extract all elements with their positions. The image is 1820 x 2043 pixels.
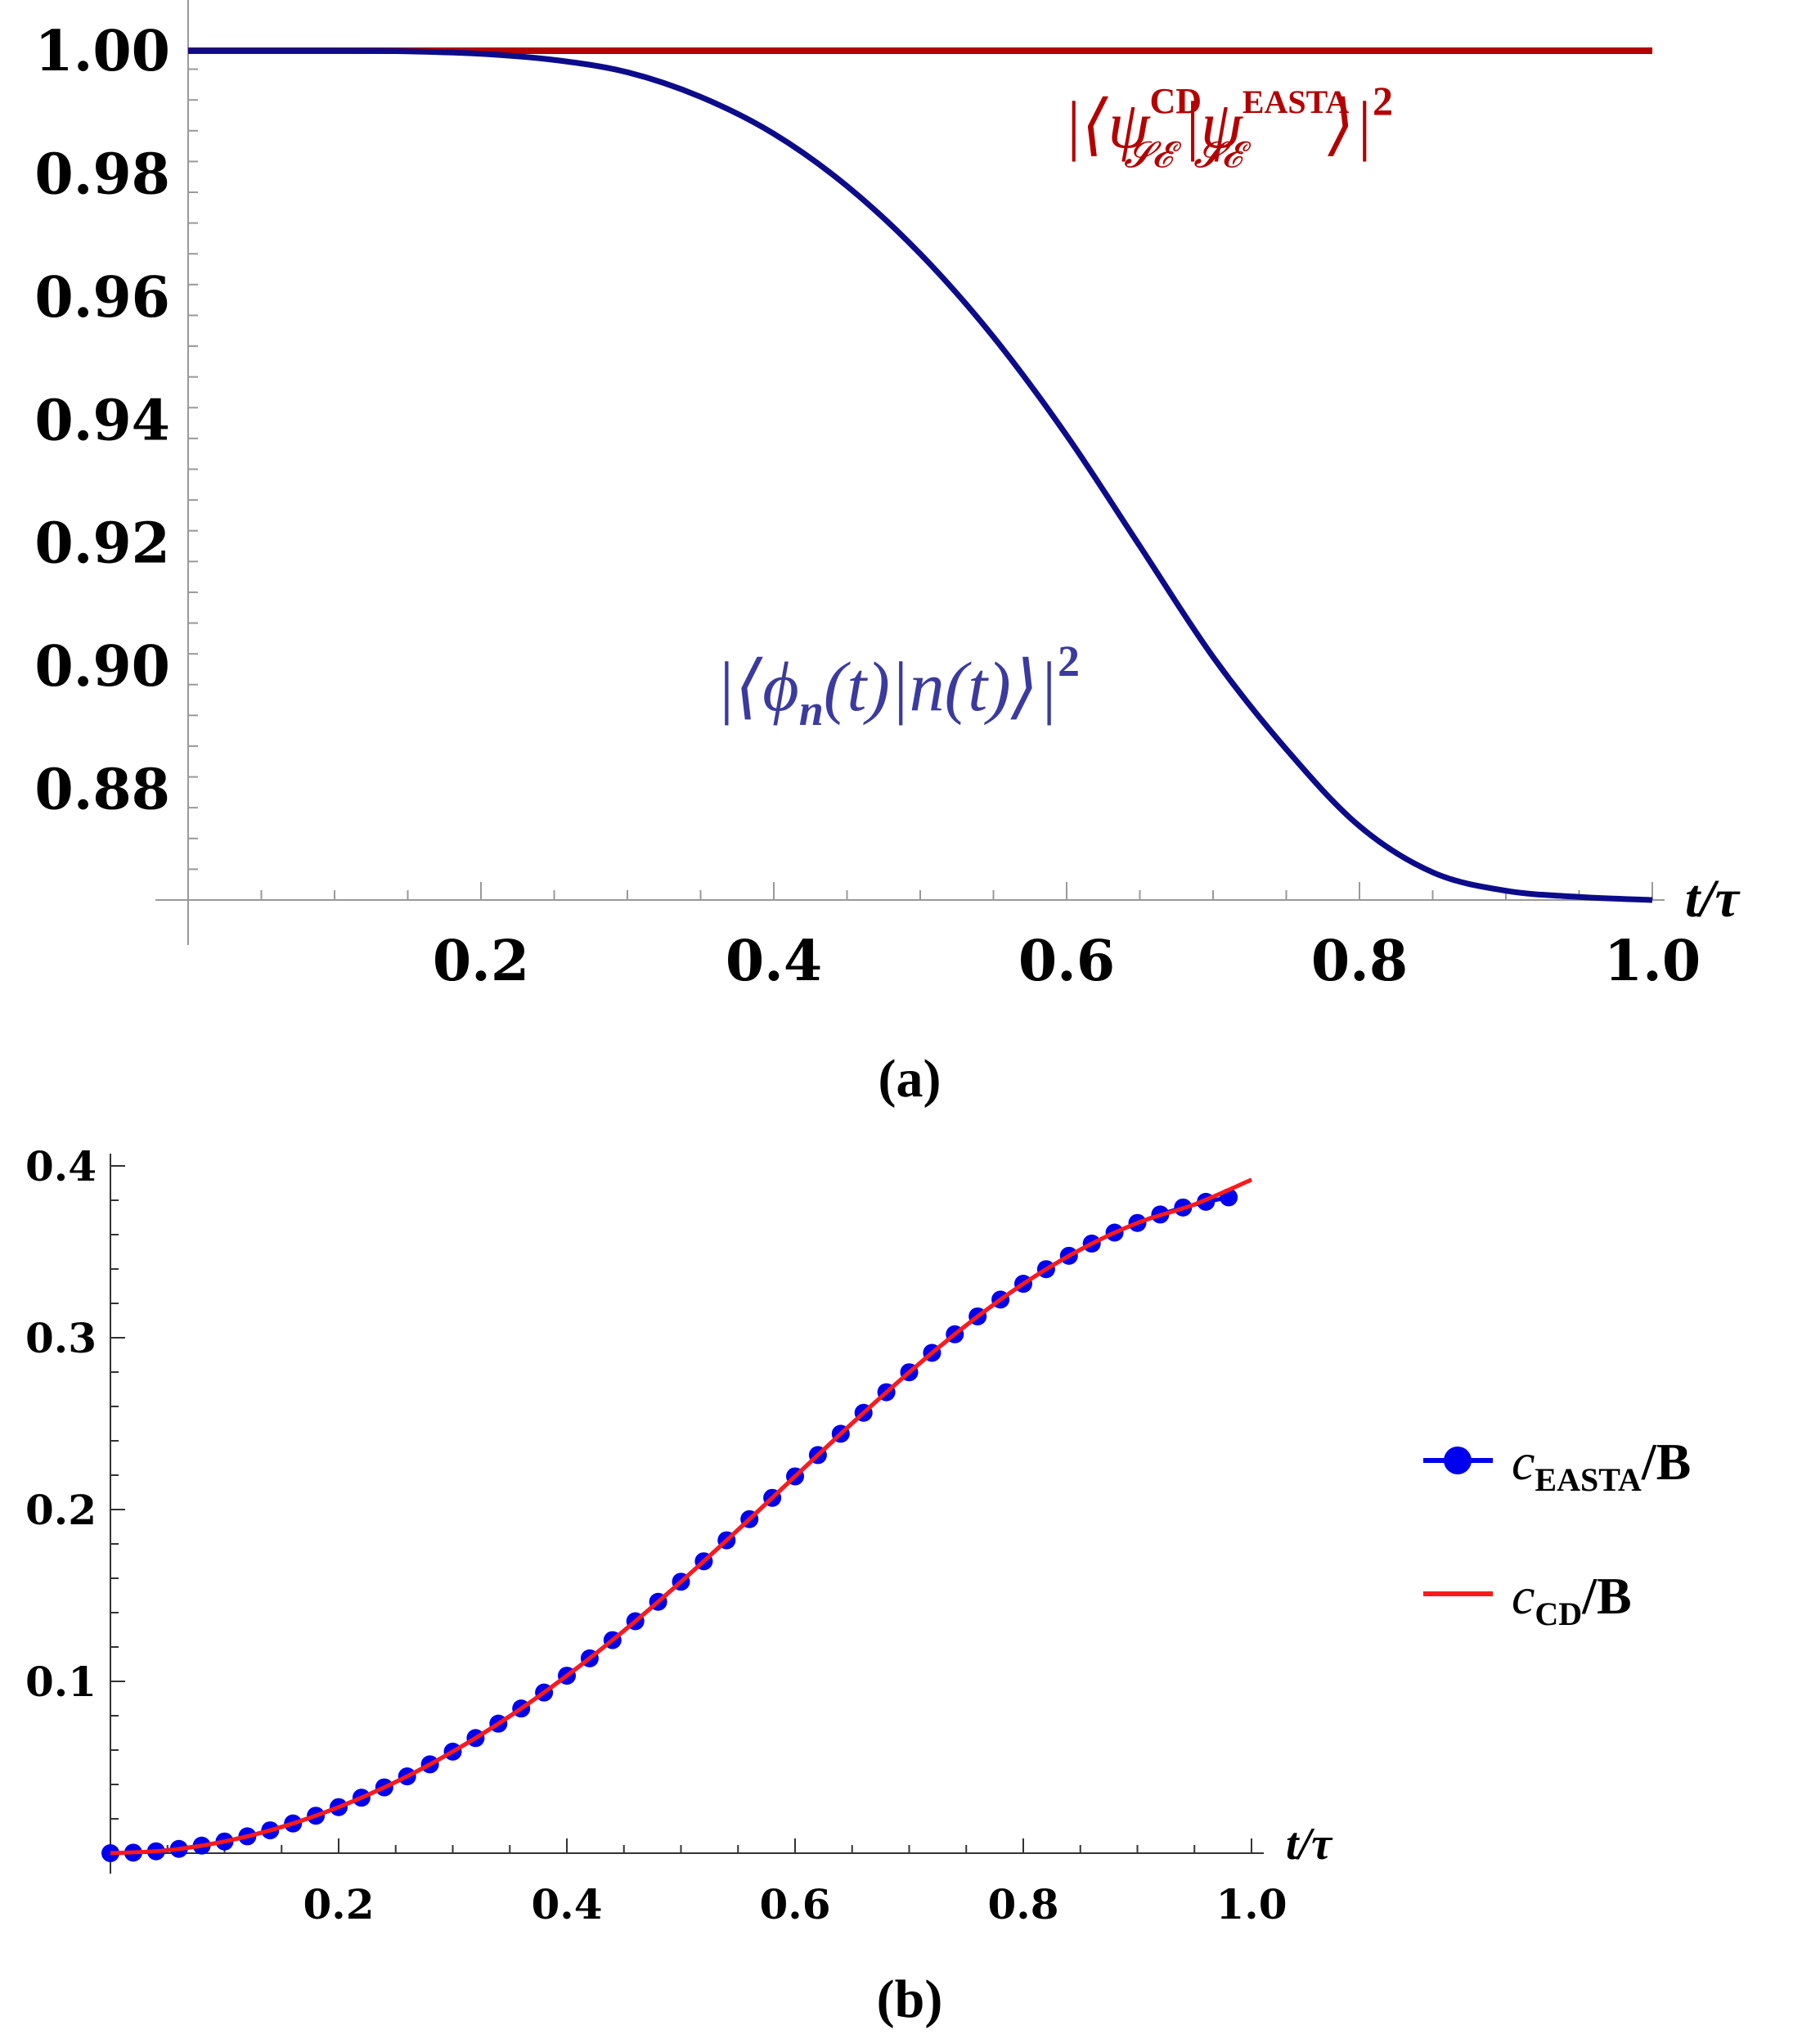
panel-b-x-ticks: 0.2 0.4 0.6 0.8 1.0: [166, 1838, 1287, 1928]
annotation-top-sup2: EASTA: [1243, 83, 1350, 120]
panel-a-chart: 0.2 0.4 0.6 0.8 1.0 1.00 0.98 0.96 0.94 0.92 0.90…: [34, 0, 1741, 1109]
legend-cd-base: c: [1512, 1567, 1535, 1625]
panel-b-x-axis-label: t/τ: [1286, 1819, 1333, 1870]
b-x-tick-label: 0.8: [988, 1880, 1059, 1928]
b-y-tick-label: 0.1: [25, 1658, 97, 1706]
a-y-tick-label: 0.98: [34, 142, 170, 207]
panel-a-annotation-top: |⟨ψCD 𝓢𝓔 |ψEASTA 𝓢𝓔 ⟩|2: [1063, 78, 1393, 175]
b-x-tick-label: 0.6: [760, 1880, 831, 1928]
legend-cd-sub: CD: [1535, 1595, 1582, 1632]
panel-b-y-ticks: 0.4 0.3 0.2 0.1: [25, 1142, 125, 1820]
annotation-top-base: |⟨ψ: [1063, 88, 1152, 162]
annotation-top-sup1: CD: [1149, 81, 1202, 121]
annotation-top-exp: 2: [1373, 78, 1393, 124]
a-y-tick-label: 0.88: [34, 758, 170, 823]
legend-easta-tail: /B: [1641, 1433, 1691, 1491]
series-line-cd: [110, 1177, 1252, 1856]
annotation-bottom-sub: n: [799, 686, 824, 735]
annotation-top-sub1: 𝓢𝓔: [1124, 135, 1182, 175]
panel-a-x-axis-label: t/τ: [1685, 869, 1741, 929]
a-x-tick-label: 0.6: [1018, 929, 1115, 994]
legend-easta-sub: EASTA: [1535, 1461, 1642, 1498]
panel-b-caption: (b): [877, 1969, 943, 2029]
panel-b-legend: cEASTA/B cCD/B: [1423, 1433, 1691, 1632]
legend-cd-label: cCD/B: [1512, 1567, 1632, 1632]
legend-cd-tail: /B: [1581, 1567, 1631, 1625]
series-line-adiabatic-fidelity: [188, 47, 1653, 903]
annotation-top-sub2: 𝓢𝓔: [1193, 135, 1252, 175]
annotation-top-mid: |ψ: [1182, 88, 1244, 162]
a-y-tick-label: 0.96: [34, 265, 170, 331]
annotation-bottom-rest: (t)|n(t)⟩|: [824, 647, 1058, 726]
annotation-bottom-exp: 2: [1058, 637, 1080, 686]
b-x-tick-label: 1.0: [1216, 1880, 1287, 1928]
a-y-tick-label: 0.90: [34, 634, 170, 700]
panel-a-caption: (a): [879, 1049, 941, 1109]
annotation-bottom-base: |⟨ϕ: [716, 647, 799, 726]
panel-b-chart: 0.2 0.4 0.6 0.8 1.0 0.40.30.20.1 t/τ cEASTA/…: [25, 1142, 1691, 2029]
b-y-tick-label: 0.2: [25, 1486, 97, 1534]
legend-item-easta: cEASTA/B: [1423, 1433, 1691, 1498]
a-x-tick-label: 0.4: [726, 929, 822, 994]
a-y-tick-label: 0.94: [34, 388, 170, 453]
b-y-tick-label: 0.4: [25, 1142, 97, 1190]
panel-b-series: [101, 1177, 1252, 1862]
b-x-tick-label: 0.2: [303, 1880, 375, 1928]
b-y-tick-label: 0.3: [25, 1314, 97, 1362]
panel-a-y-ticks: 1.00 0.98 0.96 0.94 0.92 0.90 0.88: [34, 19, 198, 901]
panel-a-annotation-bottom: |⟨ϕn(t)|n(t)⟩|2: [716, 637, 1080, 735]
panel-a-x-ticks: 0.2 0.4 0.6 0.8 1.0: [260, 882, 1701, 994]
annotation-top-end: ⟩|: [1328, 88, 1373, 162]
legend-item-cd: cCD/B: [1423, 1567, 1632, 1632]
a-x-tick-label: 0.2: [433, 929, 529, 994]
legend-easta-label: cEASTA/B: [1512, 1433, 1691, 1498]
a-y-tick-label: 1.00: [34, 19, 170, 84]
legend-easta-base: c: [1512, 1433, 1535, 1491]
a-x-tick-label: 1.0: [1604, 929, 1701, 994]
a-y-tick-label: 0.92: [34, 511, 170, 577]
panel-a-series: [188, 47, 1653, 903]
a-x-tick-label: 0.8: [1311, 929, 1408, 994]
b-x-tick-label: 0.4: [532, 1880, 603, 1928]
series-line-easta: [110, 1195, 1229, 1856]
legend-easta-marker: [1444, 1447, 1472, 1474]
